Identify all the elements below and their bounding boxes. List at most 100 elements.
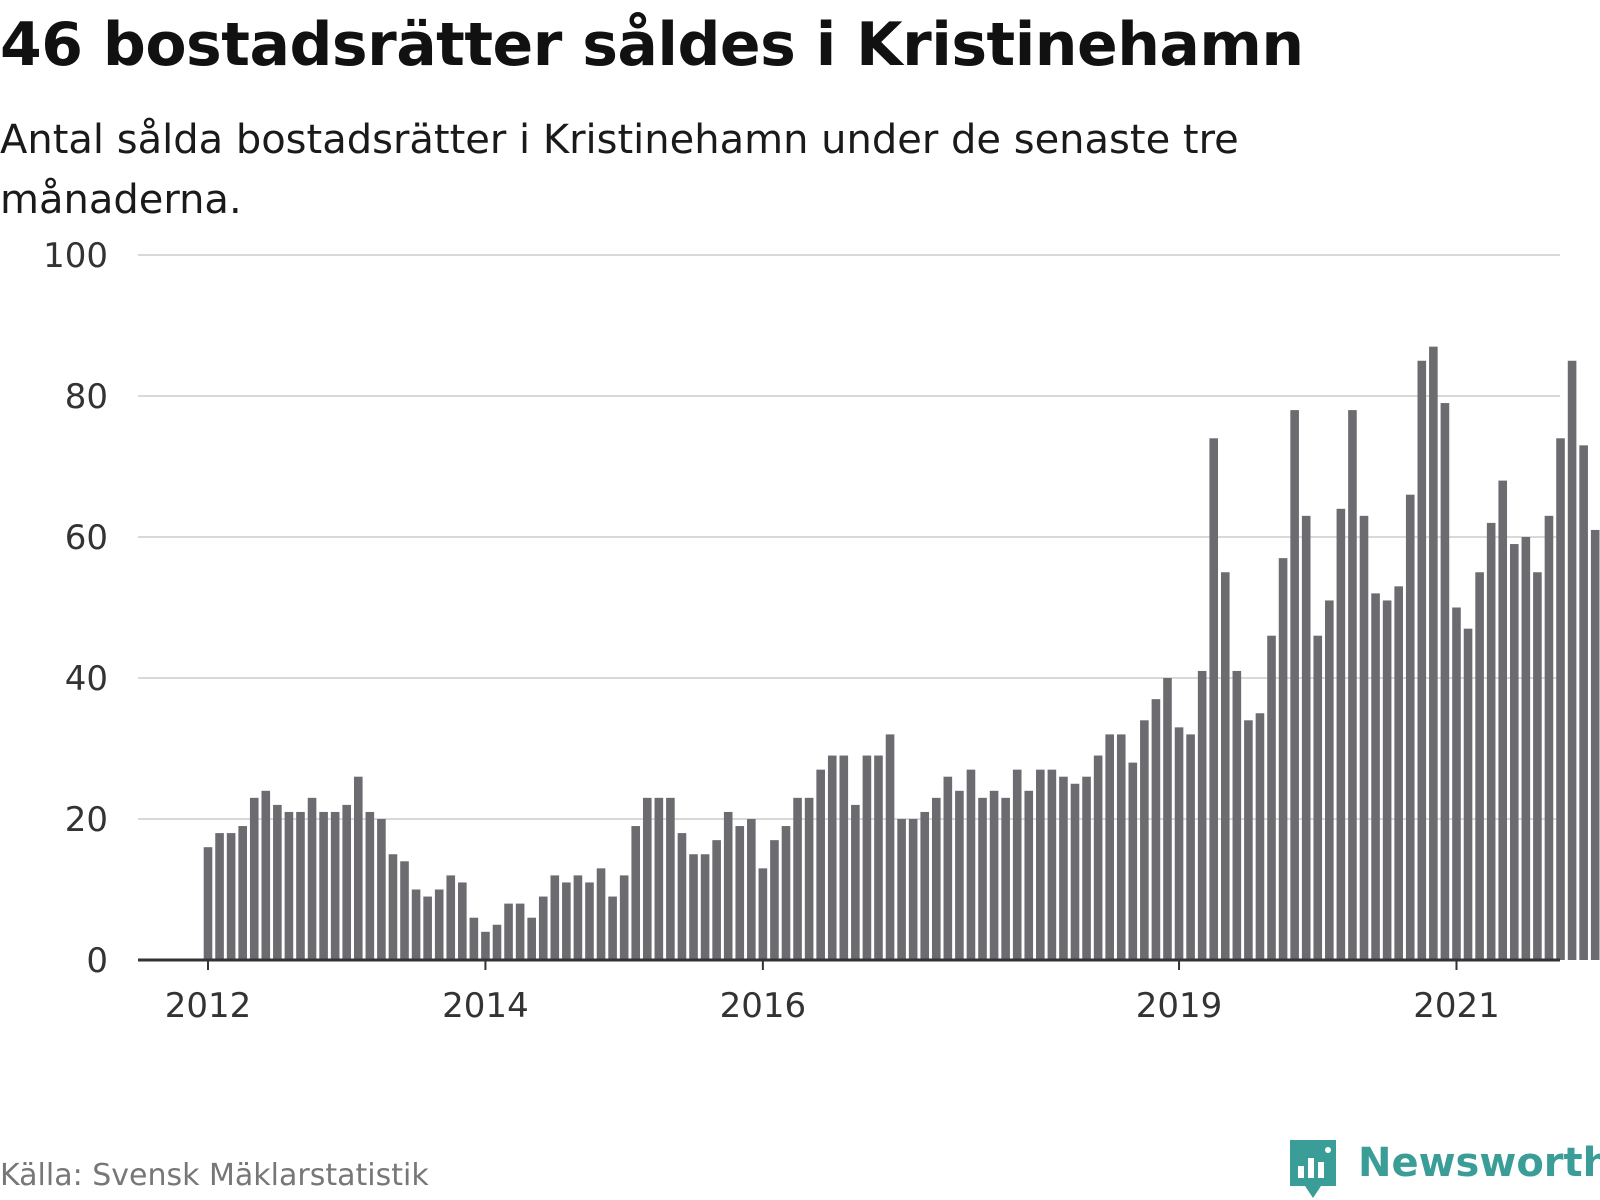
bar [931, 797, 941, 960]
bar [1036, 769, 1045, 960]
bar [1244, 720, 1253, 960]
bar [1544, 515, 1554, 960]
bar [1475, 572, 1484, 960]
bar [689, 854, 698, 960]
bar [515, 903, 525, 960]
bar [400, 861, 409, 960]
bar [1024, 790, 1034, 960]
bar [562, 882, 571, 960]
bar [1174, 727, 1184, 960]
bar [527, 917, 536, 960]
bar [1301, 515, 1311, 960]
bar [1417, 360, 1427, 960]
y-tick-label: 0 [86, 941, 108, 981]
bar [538, 896, 548, 960]
bar [874, 755, 883, 960]
bar [966, 769, 976, 960]
bar [1290, 410, 1299, 961]
bar [504, 903, 513, 960]
bar [1313, 635, 1323, 960]
bar [1105, 734, 1114, 960]
bar [550, 875, 560, 960]
newsworthy-logo-text: Newsworthy [1358, 1140, 1600, 1186]
bar [1498, 480, 1508, 960]
bar [1567, 360, 1577, 960]
bar [1278, 558, 1288, 960]
bar [388, 854, 398, 960]
bar [411, 889, 421, 960]
bar [631, 826, 641, 960]
bar [492, 924, 502, 960]
bar [619, 875, 629, 960]
chart-title: 46 bostadsrätter såldes i Kristinehamn [0, 10, 1304, 80]
bar [1082, 776, 1091, 960]
bar [1348, 410, 1357, 961]
bar [434, 889, 444, 960]
bar [423, 896, 432, 960]
bar [1382, 600, 1392, 960]
bar [1197, 670, 1207, 960]
bar [989, 790, 999, 960]
bar [608, 896, 617, 960]
x-tick-label: 2019 [1136, 986, 1223, 1026]
bar [469, 917, 479, 960]
bars [203, 346, 1600, 961]
bar [1579, 445, 1588, 961]
bar [851, 804, 860, 960]
bar [712, 840, 721, 960]
bar [677, 833, 687, 960]
bar [955, 790, 964, 960]
bar [1151, 699, 1161, 960]
bar [920, 811, 930, 960]
x-tick-label: 2014 [442, 986, 529, 1026]
bar [1440, 403, 1450, 960]
bar [1371, 593, 1380, 960]
bar [365, 811, 375, 960]
bar [1463, 628, 1473, 960]
bar [273, 804, 282, 960]
bar [585, 882, 594, 960]
bar [215, 833, 224, 960]
bar [827, 755, 837, 960]
bar [377, 819, 386, 960]
bar [1452, 607, 1461, 960]
bar [1047, 769, 1057, 960]
bar [1267, 635, 1276, 960]
bar [1405, 494, 1415, 960]
bar [596, 868, 606, 960]
source-note: Källa: Svensk Mäklarstatistik [0, 1158, 429, 1193]
bar [458, 882, 467, 960]
bar [319, 811, 328, 960]
bar [1001, 797, 1010, 960]
bar [284, 811, 294, 960]
bar [804, 797, 814, 960]
bar [203, 847, 213, 960]
bar [1232, 670, 1242, 960]
bar [770, 840, 779, 960]
x-axis-ticks: 201220142016201920212023 [165, 960, 1500, 1026]
bar [1325, 600, 1334, 960]
bar [573, 875, 583, 960]
bar [816, 769, 825, 960]
bar [1093, 755, 1103, 960]
y-tick-label: 20 [65, 800, 108, 840]
bar [1336, 508, 1346, 960]
bar [1486, 522, 1496, 960]
bar [238, 826, 247, 960]
newsworthy-logo[interactable]: Newsworthy [1288, 1138, 1600, 1200]
x-tick-label: 2012 [165, 986, 252, 1026]
y-tick-label: 100 [43, 236, 108, 276]
bar [481, 931, 490, 960]
bar [943, 776, 953, 960]
bar [261, 790, 271, 960]
bar [1059, 776, 1068, 960]
bar [330, 811, 340, 960]
grid-lines [138, 254, 1560, 820]
bar [1590, 529, 1600, 960]
bar [1070, 783, 1080, 960]
bar [1140, 720, 1149, 960]
bar [1209, 438, 1219, 960]
bar [1220, 572, 1230, 960]
bar [1429, 346, 1438, 960]
